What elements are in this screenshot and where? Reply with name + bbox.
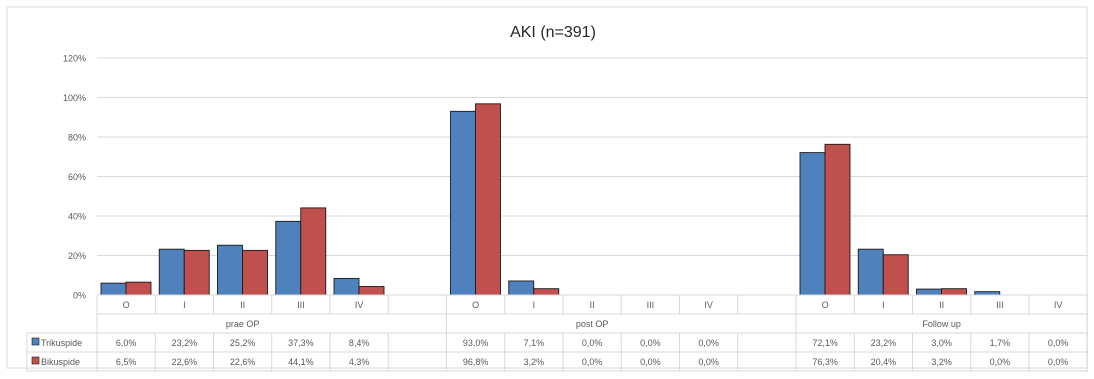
bar-bikuspide bbox=[125, 281, 152, 296]
bar-bikuspide bbox=[300, 207, 327, 296]
chart-title: AKI (n=391) bbox=[510, 24, 596, 41]
x-tick-label: II bbox=[590, 300, 595, 310]
data-label: 25,2% bbox=[230, 338, 256, 348]
data-label: 96,8% bbox=[463, 357, 489, 367]
y-tick-label: 80% bbox=[68, 133, 86, 143]
group-label: Follow up bbox=[922, 319, 961, 329]
data-label: 0,0% bbox=[582, 357, 603, 367]
data-label: 0,0% bbox=[582, 338, 603, 348]
x-tick-label: IV bbox=[704, 300, 713, 310]
bar-trikuspide bbox=[158, 248, 185, 296]
data-label: 0,0% bbox=[640, 338, 661, 348]
bar-trikuspide bbox=[508, 280, 535, 296]
bar-trikuspide bbox=[916, 288, 942, 296]
data-label: 23,2% bbox=[172, 338, 198, 348]
x-tick-label: III bbox=[647, 300, 655, 310]
x-tick-label: O bbox=[822, 300, 829, 310]
x-tick-label: II bbox=[240, 300, 245, 310]
data-label: 22,6% bbox=[230, 357, 256, 367]
data-label: 0,0% bbox=[698, 357, 719, 367]
y-tick-label: 120% bbox=[63, 54, 86, 64]
data-label: 72,1% bbox=[812, 338, 838, 348]
x-tick-label: III bbox=[297, 300, 305, 310]
data-label: 93,0% bbox=[463, 338, 489, 348]
bar-trikuspide bbox=[450, 110, 476, 296]
data-label: 0,0% bbox=[990, 357, 1011, 367]
bar-trikuspide bbox=[275, 220, 302, 296]
bar-bikuspide bbox=[533, 288, 560, 296]
data-label: 7,1% bbox=[524, 338, 545, 348]
bar-trikuspide bbox=[857, 248, 884, 296]
group-label: prae OP bbox=[226, 319, 260, 329]
x-tick-label: O bbox=[472, 300, 479, 310]
chart-frame bbox=[6, 6, 1088, 369]
data-label: 0,0% bbox=[1048, 338, 1069, 348]
data-label: 8,4% bbox=[349, 338, 370, 348]
x-tick-label: O bbox=[123, 300, 130, 310]
y-tick-label: 40% bbox=[68, 212, 86, 222]
bar-trikuspide bbox=[974, 291, 1001, 296]
data-label: 22,6% bbox=[172, 357, 198, 367]
data-label: 0,0% bbox=[640, 357, 661, 367]
group-label: post OP bbox=[576, 319, 609, 329]
data-label: 3,2% bbox=[931, 357, 952, 367]
bar-bikuspide bbox=[183, 249, 210, 296]
x-tick-label: I bbox=[533, 300, 536, 310]
x-tick-label: II bbox=[939, 300, 944, 310]
data-label: 44,1% bbox=[288, 357, 314, 367]
legend-swatch-trikuspide bbox=[31, 337, 40, 346]
bar-bikuspide bbox=[824, 143, 851, 296]
data-label: 0,0% bbox=[1048, 357, 1069, 367]
x-tick-label: IV bbox=[1054, 300, 1063, 310]
data-label: 23,2% bbox=[871, 338, 897, 348]
bar-bikuspide bbox=[475, 103, 501, 296]
x-tick-label: I bbox=[882, 300, 885, 310]
data-label: 20,4% bbox=[871, 357, 897, 367]
data-label: 4,3% bbox=[349, 357, 370, 367]
data-label: 0,0% bbox=[698, 338, 719, 348]
y-tick-label: 20% bbox=[68, 251, 86, 261]
x-tick-label: III bbox=[996, 300, 1004, 310]
data-label: 1,7% bbox=[990, 338, 1011, 348]
bar-bikuspide bbox=[882, 254, 909, 296]
bar-bikuspide bbox=[941, 288, 967, 296]
data-label: 76,3% bbox=[812, 357, 838, 367]
legend-swatch-bikuspide bbox=[31, 356, 40, 365]
bar-bikuspide bbox=[242, 249, 268, 296]
data-label: 6,0% bbox=[116, 338, 137, 348]
data-label: 3,0% bbox=[931, 338, 952, 348]
bar-trikuspide bbox=[333, 277, 360, 296]
data-label: 3,2% bbox=[524, 357, 545, 367]
bar-trikuspide bbox=[100, 282, 127, 296]
bar-trikuspide bbox=[217, 244, 243, 296]
bar-bikuspide bbox=[358, 286, 385, 296]
legend-label-trikuspide: Trikuspide bbox=[41, 338, 82, 348]
bar-trikuspide bbox=[799, 152, 826, 296]
x-tick-label: IV bbox=[355, 300, 364, 310]
data-label: 37,3% bbox=[288, 338, 314, 348]
x-tick-label: I bbox=[183, 300, 186, 310]
data-label: 6,5% bbox=[116, 357, 137, 367]
y-tick-label: 60% bbox=[68, 172, 86, 182]
legend-label-bikuspide: Bikuspide bbox=[41, 357, 80, 367]
y-tick-label: 100% bbox=[63, 93, 86, 103]
y-tick-label: 0% bbox=[73, 291, 86, 301]
